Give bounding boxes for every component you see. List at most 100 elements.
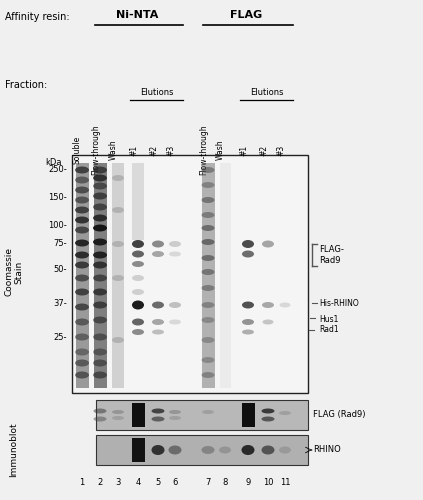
Ellipse shape: [219, 446, 231, 454]
Text: 2: 2: [97, 478, 103, 487]
Ellipse shape: [201, 269, 214, 275]
Ellipse shape: [132, 300, 144, 310]
Ellipse shape: [201, 182, 214, 188]
Text: 25-: 25-: [53, 334, 67, 342]
Ellipse shape: [75, 226, 89, 234]
Ellipse shape: [151, 408, 165, 414]
Ellipse shape: [75, 186, 89, 194]
Bar: [96, 400, 308, 430]
Ellipse shape: [262, 240, 274, 248]
Ellipse shape: [201, 357, 214, 363]
Ellipse shape: [75, 304, 89, 310]
Text: Coomassie
Stain: Coomassie Stain: [4, 248, 24, 296]
Ellipse shape: [93, 166, 107, 173]
Ellipse shape: [280, 302, 291, 308]
Ellipse shape: [132, 240, 144, 248]
Ellipse shape: [242, 240, 254, 248]
Ellipse shape: [201, 317, 214, 323]
Text: #1: #1: [129, 144, 138, 156]
Text: 7: 7: [205, 478, 211, 487]
Bar: [242, 403, 255, 427]
Ellipse shape: [201, 337, 214, 343]
Text: 75-: 75-: [53, 240, 67, 248]
Ellipse shape: [112, 207, 124, 213]
Ellipse shape: [93, 174, 107, 182]
Ellipse shape: [201, 225, 214, 231]
Ellipse shape: [152, 302, 164, 308]
Text: His-RHINO: His-RHINO: [319, 298, 359, 308]
Text: FLAG-
Rad9: FLAG- Rad9: [319, 246, 344, 264]
Ellipse shape: [93, 204, 107, 210]
Text: Immunoblot: Immunoblot: [9, 422, 19, 478]
Ellipse shape: [93, 372, 107, 378]
Ellipse shape: [93, 238, 107, 246]
Ellipse shape: [75, 274, 89, 281]
Ellipse shape: [112, 175, 124, 181]
Text: FLAG (Rad9): FLAG (Rad9): [313, 410, 365, 420]
Text: #1: #1: [239, 144, 248, 156]
Ellipse shape: [93, 416, 107, 422]
Ellipse shape: [75, 206, 89, 214]
Text: Flow-through: Flow-through: [91, 124, 100, 176]
Bar: [93, 163, 107, 388]
Ellipse shape: [93, 360, 107, 366]
Text: 100-: 100-: [48, 220, 67, 230]
Ellipse shape: [132, 329, 144, 335]
Text: #3: #3: [276, 144, 285, 156]
Ellipse shape: [151, 416, 165, 422]
Ellipse shape: [93, 302, 107, 308]
Ellipse shape: [75, 176, 89, 184]
Text: Soluble: Soluble: [73, 136, 82, 164]
Text: #2: #2: [149, 144, 158, 156]
Ellipse shape: [75, 166, 89, 173]
Bar: [96, 435, 308, 465]
Text: Wash: Wash: [216, 140, 225, 160]
Ellipse shape: [132, 289, 144, 295]
Ellipse shape: [201, 255, 214, 261]
Ellipse shape: [93, 408, 107, 414]
Ellipse shape: [261, 416, 275, 422]
Text: Wash: Wash: [109, 140, 118, 160]
Ellipse shape: [93, 274, 107, 281]
Ellipse shape: [169, 320, 181, 324]
Ellipse shape: [75, 262, 89, 268]
Ellipse shape: [169, 252, 181, 256]
Ellipse shape: [93, 192, 107, 200]
Ellipse shape: [75, 196, 89, 203]
Ellipse shape: [112, 410, 124, 414]
Ellipse shape: [93, 334, 107, 340]
Ellipse shape: [261, 446, 275, 454]
Ellipse shape: [201, 372, 214, 378]
Ellipse shape: [169, 416, 181, 420]
Text: 4: 4: [135, 478, 140, 487]
Ellipse shape: [201, 167, 214, 173]
Ellipse shape: [263, 320, 274, 324]
Ellipse shape: [112, 337, 124, 343]
Ellipse shape: [93, 214, 107, 222]
Ellipse shape: [262, 302, 274, 308]
Bar: [112, 163, 124, 388]
Text: 1: 1: [80, 478, 85, 487]
Ellipse shape: [201, 212, 214, 218]
Ellipse shape: [112, 275, 124, 281]
Text: 10: 10: [263, 478, 273, 487]
Ellipse shape: [242, 319, 254, 325]
Ellipse shape: [93, 182, 107, 190]
Ellipse shape: [201, 285, 214, 291]
Ellipse shape: [152, 251, 164, 257]
Ellipse shape: [169, 241, 181, 247]
Ellipse shape: [261, 408, 275, 414]
Ellipse shape: [132, 250, 144, 258]
Text: 150-: 150-: [48, 194, 67, 202]
Bar: [220, 163, 231, 388]
Text: 6: 6: [172, 478, 178, 487]
Ellipse shape: [75, 252, 89, 258]
Text: Hus1: Hus1: [319, 314, 338, 324]
Ellipse shape: [201, 239, 214, 245]
Ellipse shape: [132, 318, 144, 326]
Text: #2: #2: [259, 144, 268, 156]
Bar: [201, 163, 214, 388]
Ellipse shape: [93, 288, 107, 296]
Ellipse shape: [169, 302, 181, 308]
Ellipse shape: [112, 416, 124, 420]
